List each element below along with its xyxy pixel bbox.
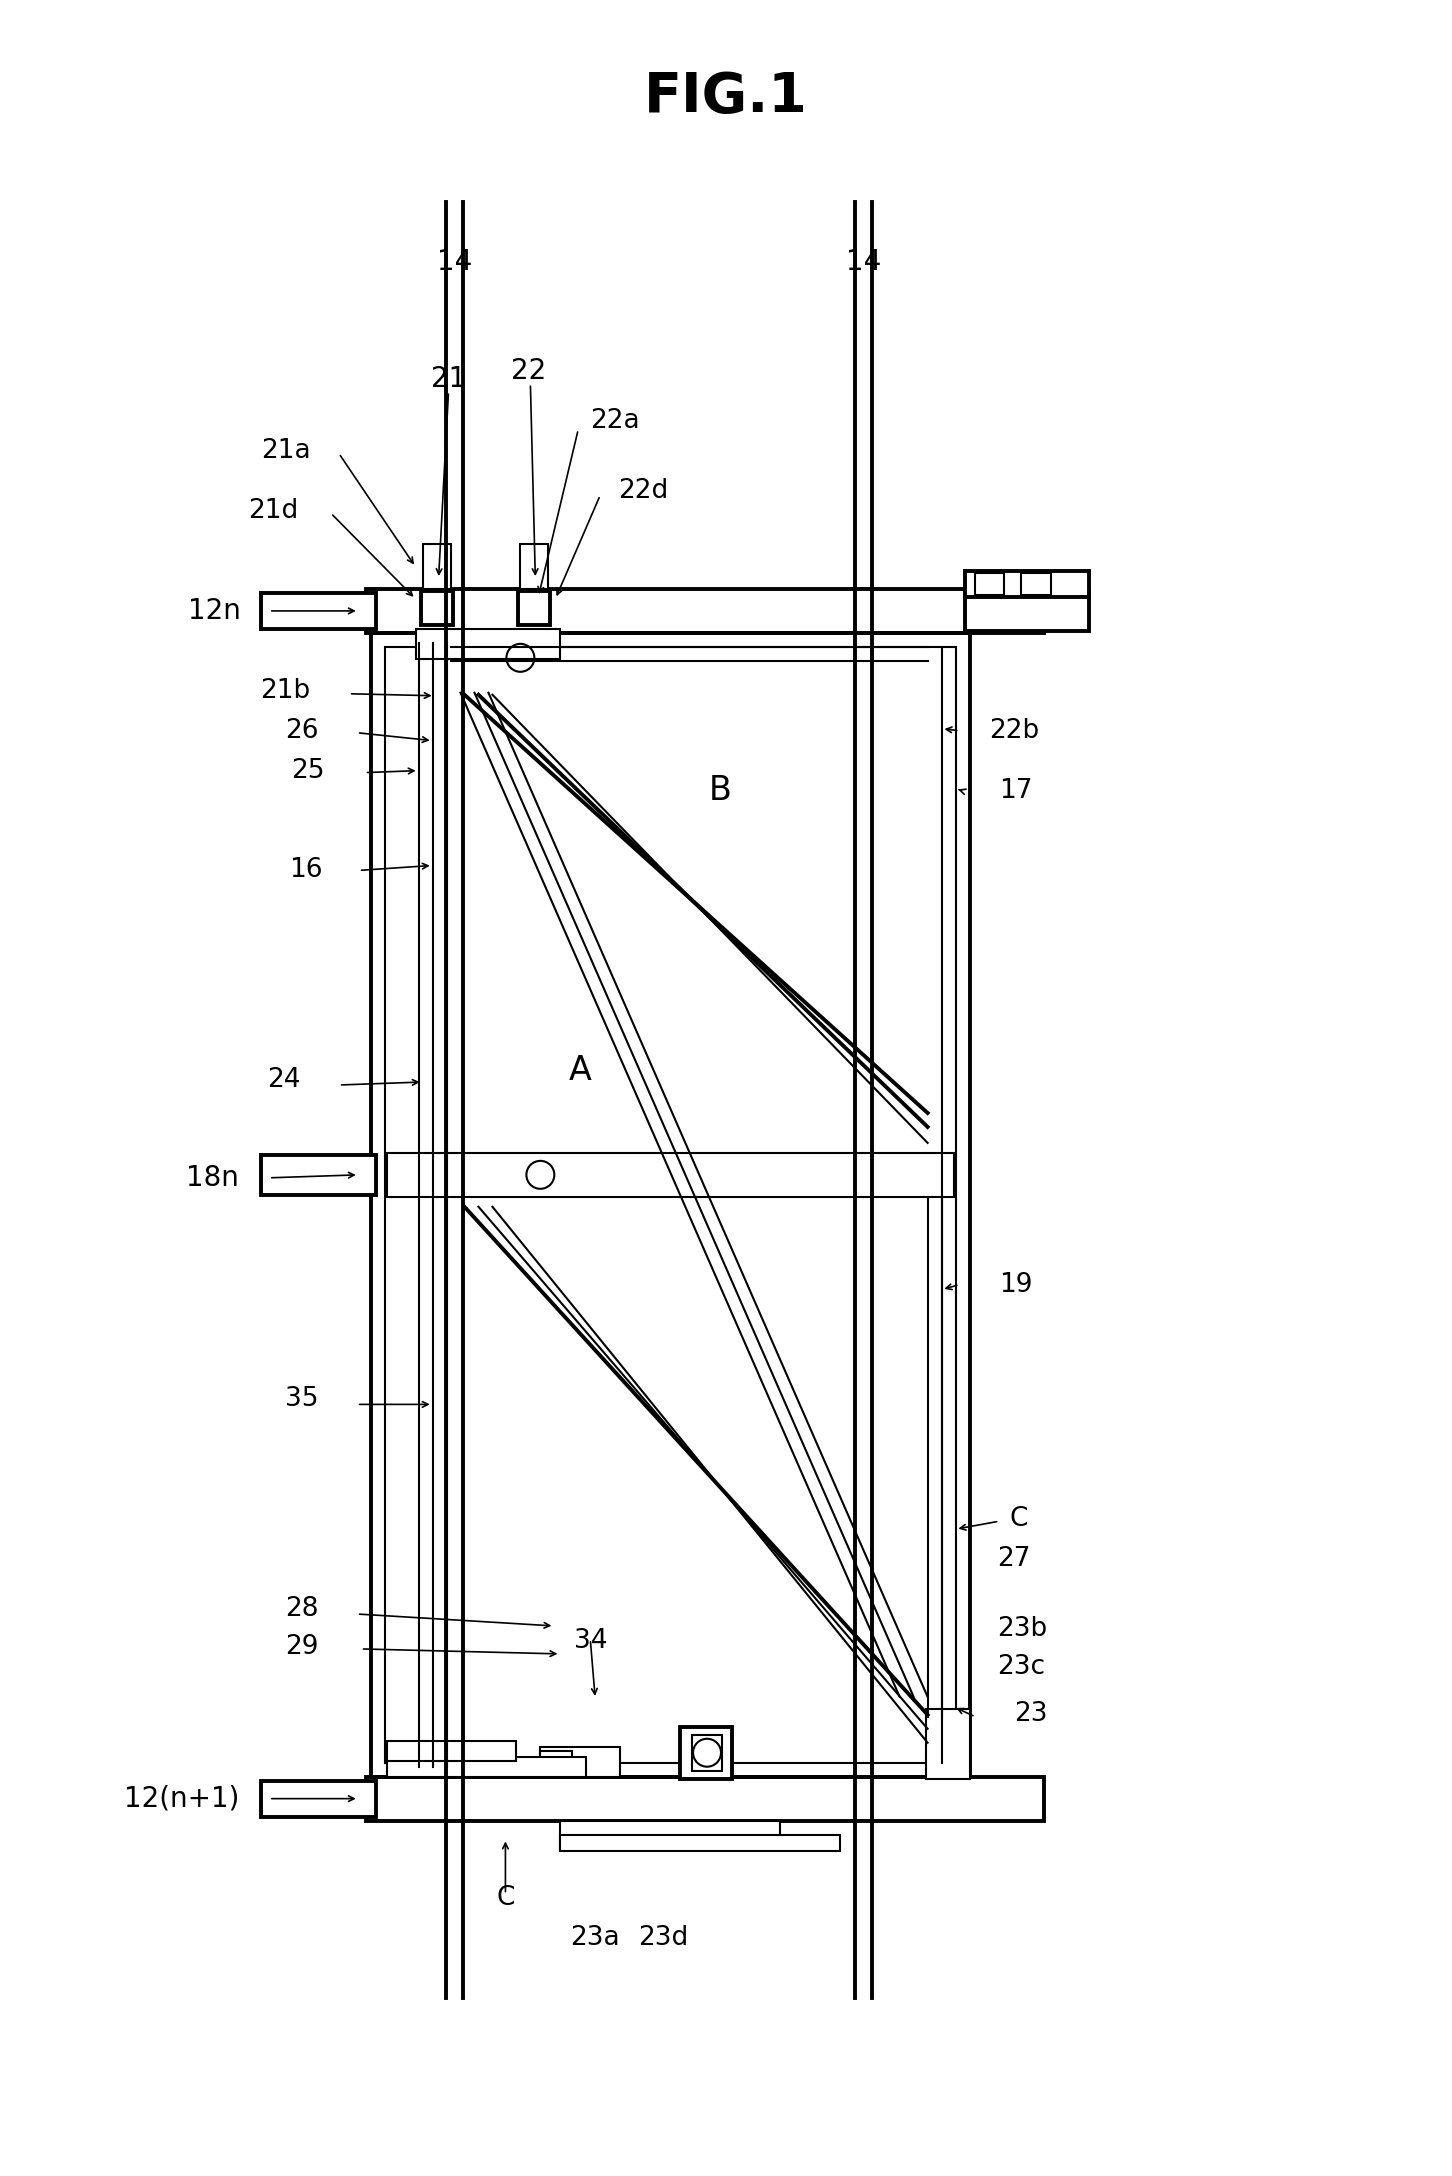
Bar xyxy=(925,1708,970,1778)
Text: 35: 35 xyxy=(285,1386,319,1412)
Text: 16: 16 xyxy=(289,857,322,883)
Text: 26: 26 xyxy=(285,718,319,744)
Text: 23: 23 xyxy=(1015,1702,1048,1728)
Text: 29: 29 xyxy=(285,1634,319,1660)
Text: 21b: 21b xyxy=(260,677,311,703)
Bar xyxy=(386,1741,517,1760)
Bar xyxy=(366,1776,1044,1821)
Bar xyxy=(560,1821,780,1850)
Text: 25: 25 xyxy=(292,757,325,783)
Bar xyxy=(423,544,450,590)
Text: FIG.1: FIG.1 xyxy=(645,70,807,124)
Text: C: C xyxy=(497,1884,514,1911)
Text: 17: 17 xyxy=(999,777,1032,803)
Text: 21: 21 xyxy=(431,366,466,394)
Bar xyxy=(974,572,1005,594)
Bar xyxy=(560,1834,839,1850)
Bar xyxy=(540,1747,620,1776)
Bar xyxy=(964,570,1089,596)
Text: 22a: 22a xyxy=(591,409,640,435)
Bar xyxy=(261,1155,376,1195)
Bar xyxy=(693,1734,722,1771)
Text: 22d: 22d xyxy=(619,479,668,505)
Bar xyxy=(518,592,550,625)
Text: B: B xyxy=(709,775,732,807)
Bar xyxy=(520,544,549,590)
Text: 23a: 23a xyxy=(571,1926,620,1952)
Text: 34: 34 xyxy=(574,1628,607,1654)
Bar xyxy=(366,590,1044,633)
Text: 28: 28 xyxy=(285,1595,319,1621)
Text: 23c: 23c xyxy=(998,1654,1045,1680)
Text: 22b: 22b xyxy=(989,718,1040,744)
Bar xyxy=(964,592,1089,631)
Bar xyxy=(421,592,453,625)
Text: 22: 22 xyxy=(511,357,546,385)
Bar xyxy=(370,633,970,1776)
Text: 23b: 23b xyxy=(998,1617,1048,1643)
Text: 19: 19 xyxy=(999,1271,1032,1297)
Text: 12(n+1): 12(n+1) xyxy=(123,1784,240,1813)
Bar xyxy=(385,646,955,1763)
Text: 14: 14 xyxy=(437,248,472,276)
Bar xyxy=(415,629,560,659)
Text: C: C xyxy=(1009,1506,1028,1532)
Text: 21a: 21a xyxy=(261,437,311,463)
Bar xyxy=(1021,572,1051,594)
Bar xyxy=(386,1153,954,1197)
Text: 24: 24 xyxy=(267,1066,301,1092)
Text: A: A xyxy=(569,1053,592,1086)
Bar xyxy=(680,1728,732,1778)
Text: 23d: 23d xyxy=(639,1926,688,1952)
Bar xyxy=(261,1780,376,1817)
Text: 27: 27 xyxy=(998,1547,1031,1571)
Bar xyxy=(261,592,376,629)
Text: 12n: 12n xyxy=(189,596,241,625)
Text: 14: 14 xyxy=(847,248,881,276)
Text: 18n: 18n xyxy=(186,1164,240,1192)
Bar xyxy=(386,1756,587,1776)
Bar xyxy=(540,1752,572,1776)
Text: 21d: 21d xyxy=(248,498,299,524)
